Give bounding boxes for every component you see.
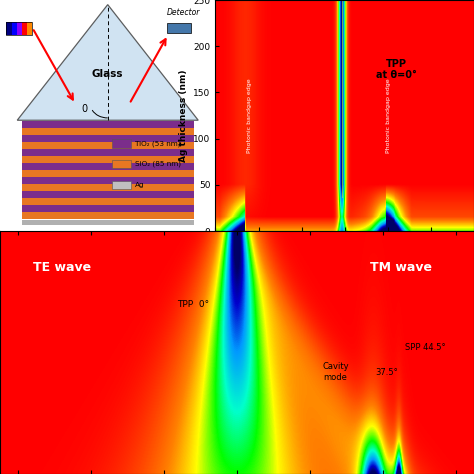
Text: SPP 44.5°: SPP 44.5° <box>405 343 446 352</box>
FancyBboxPatch shape <box>167 23 191 33</box>
Bar <box>21 220 194 226</box>
Bar <box>21 205 194 211</box>
Text: TPP  0°: TPP 0° <box>177 300 210 309</box>
Bar <box>22 22 27 35</box>
Text: Glass: Glass <box>92 69 124 79</box>
Bar <box>21 177 194 184</box>
Bar <box>21 121 194 128</box>
Text: 37.5°: 37.5° <box>375 367 398 376</box>
Bar <box>21 191 194 198</box>
FancyBboxPatch shape <box>112 160 131 168</box>
Text: Photonic bandgap edge: Photonic bandgap edge <box>386 78 391 153</box>
Bar <box>21 135 194 142</box>
Y-axis label: Ag thickness (nm): Ag thickness (nm) <box>179 69 188 162</box>
Bar <box>27 22 32 35</box>
Bar <box>12 22 17 35</box>
Bar <box>21 142 194 149</box>
Text: TiO₂ (53 nm): TiO₂ (53 nm) <box>135 140 180 146</box>
Bar <box>21 211 194 219</box>
Bar <box>7 22 32 35</box>
Bar <box>7 22 12 35</box>
Bar <box>21 170 194 177</box>
Polygon shape <box>17 5 198 120</box>
Text: Detector: Detector <box>166 8 200 17</box>
Text: Cavity
mode: Cavity mode <box>322 362 349 382</box>
Text: Photonic bandgap edge: Photonic bandgap edge <box>247 78 253 153</box>
Bar <box>21 128 194 135</box>
Bar <box>17 22 22 35</box>
Text: 0: 0 <box>81 104 87 114</box>
Bar <box>21 198 194 205</box>
Text: TPP
at θ=0°: TPP at θ=0° <box>376 59 417 80</box>
X-axis label: Wavelength (nm): Wavelength (nm) <box>297 251 392 261</box>
Bar <box>21 149 194 156</box>
FancyBboxPatch shape <box>112 181 131 189</box>
Bar <box>21 156 194 163</box>
Text: TE wave: TE wave <box>33 261 91 274</box>
FancyBboxPatch shape <box>112 139 131 147</box>
Bar <box>21 184 194 191</box>
Text: SiO₂ (85 nm): SiO₂ (85 nm) <box>135 161 181 167</box>
Text: TM wave: TM wave <box>370 261 432 274</box>
Text: Ag: Ag <box>135 182 144 188</box>
Bar <box>21 163 194 170</box>
